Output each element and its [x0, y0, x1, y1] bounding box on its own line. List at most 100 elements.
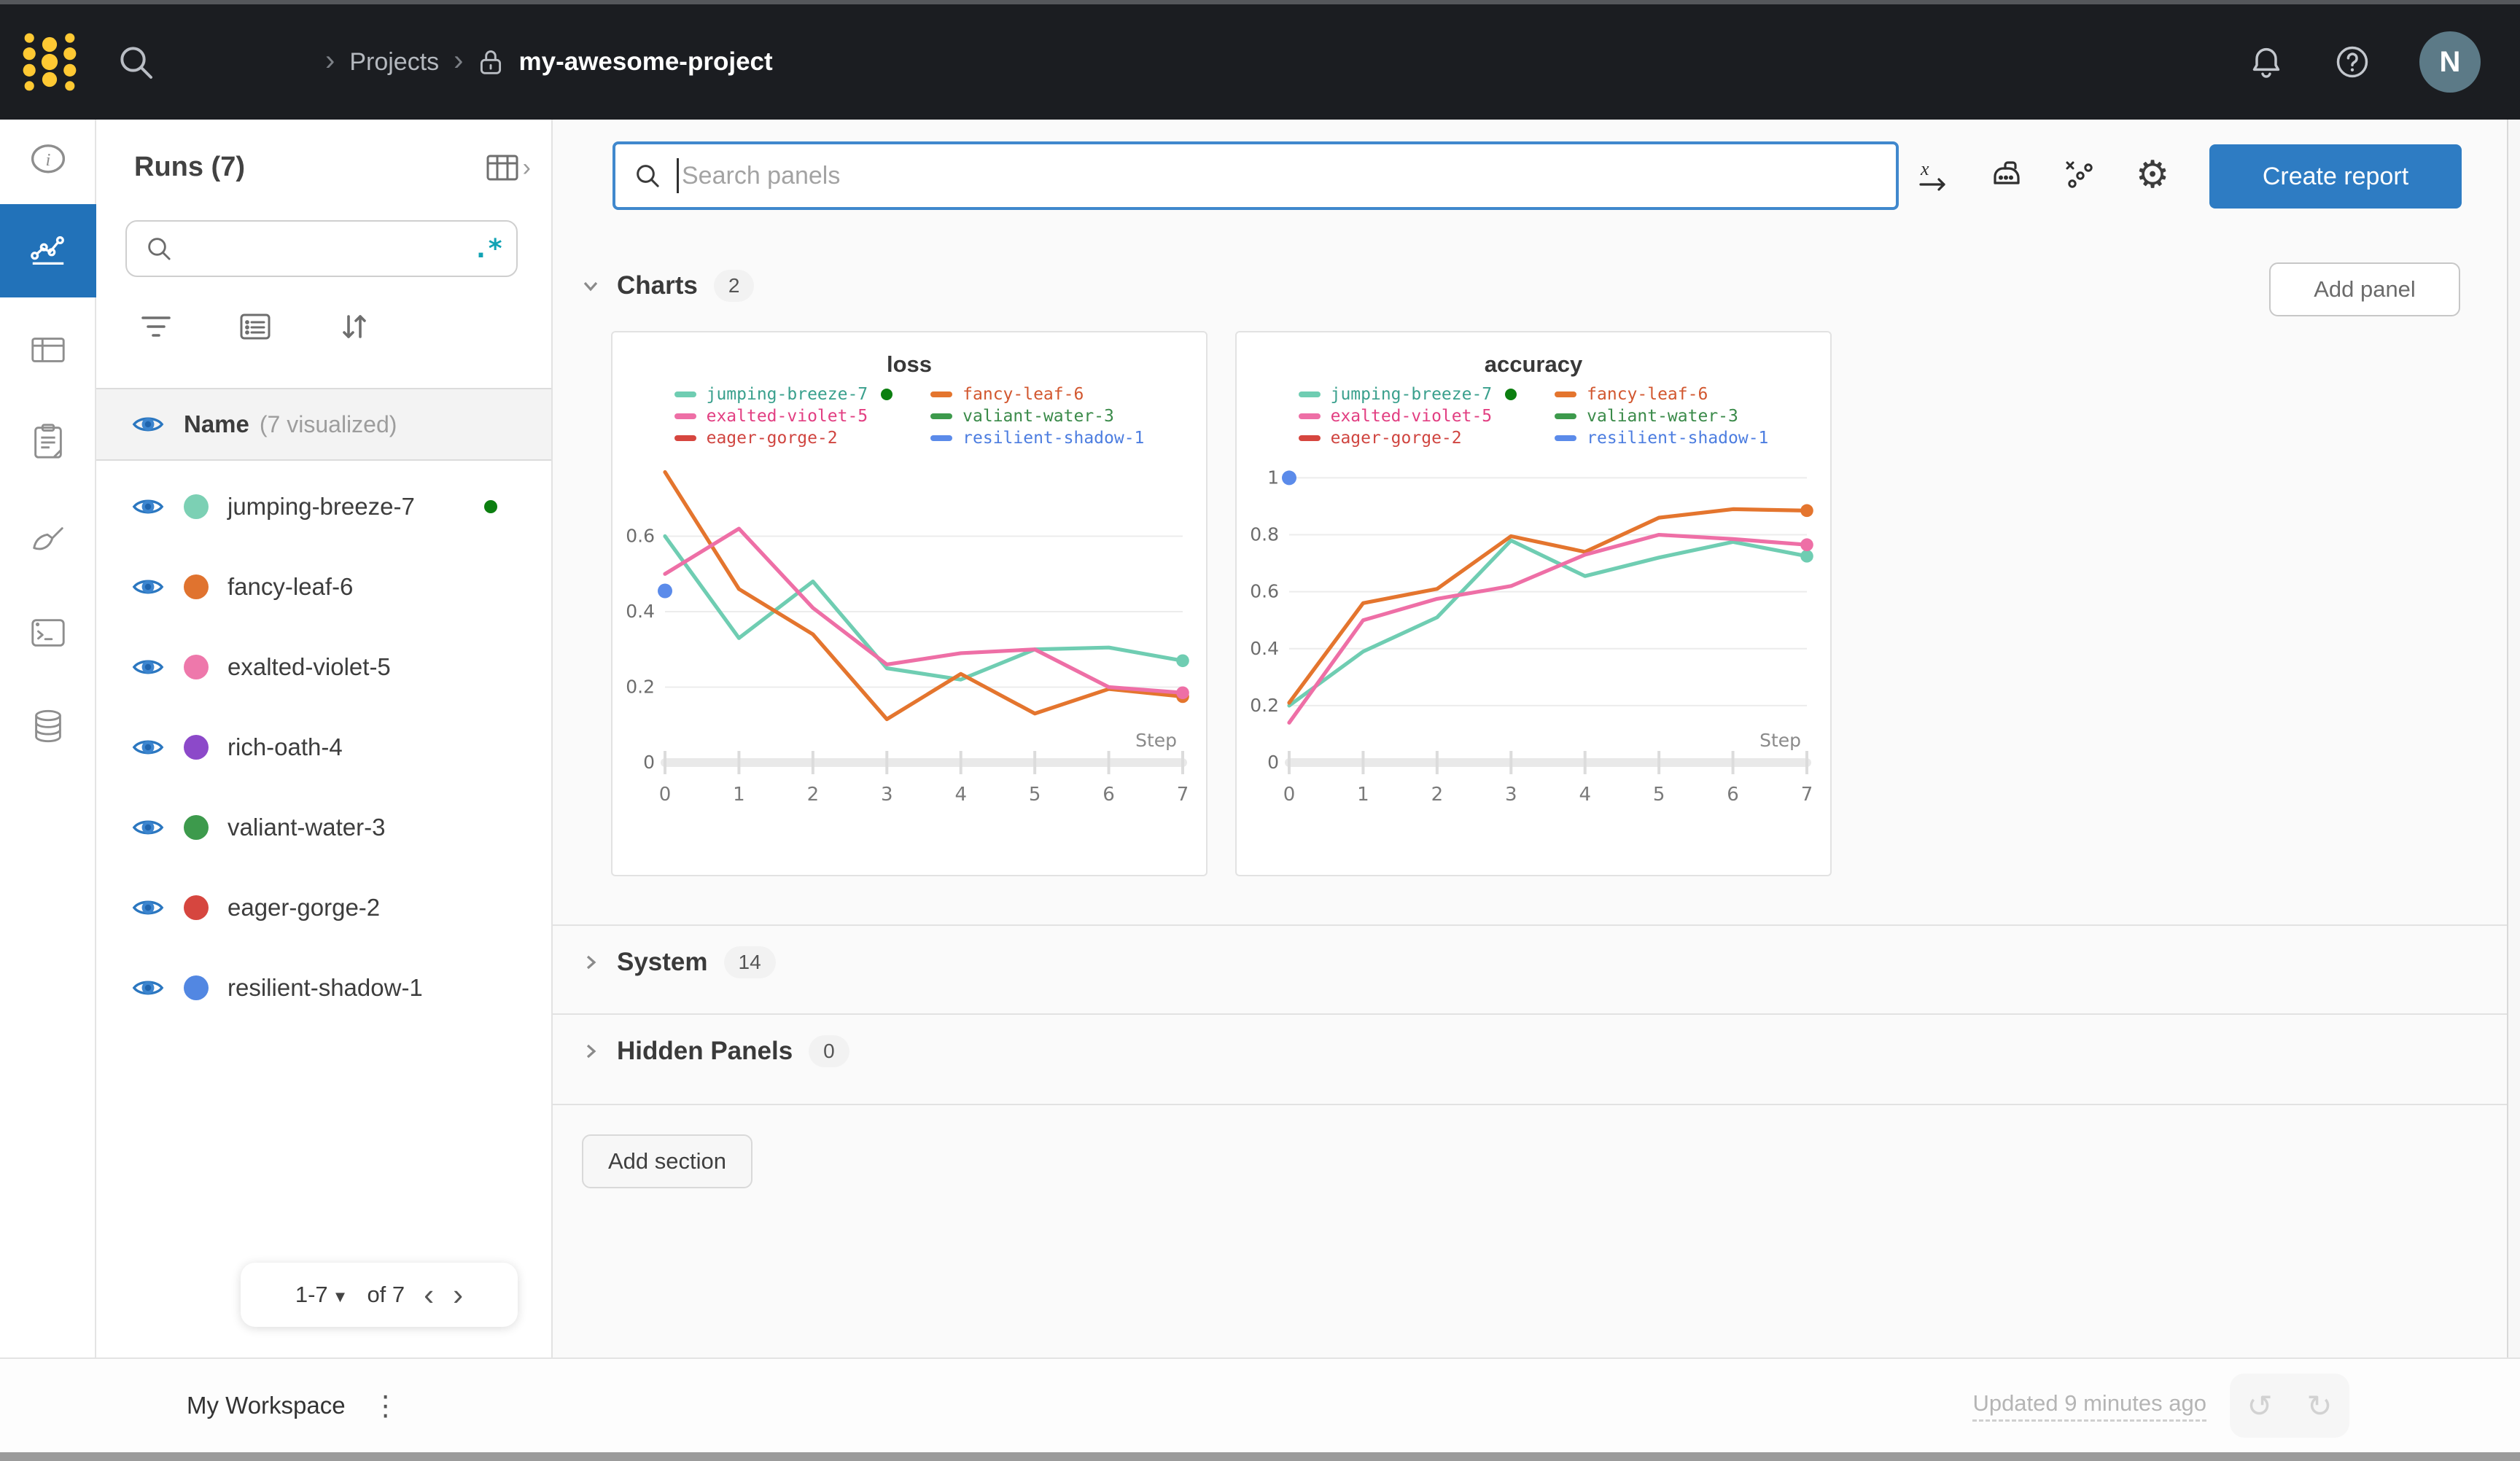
smoothing-iron-icon [1994, 161, 2020, 184]
undo-icon[interactable]: ↺ [2247, 1388, 2273, 1423]
legend-item: fancy-leaf-6 [930, 385, 1144, 404]
legend-item: valiant-water-3 [930, 407, 1144, 426]
avatar[interactable]: N [2419, 31, 2481, 93]
panel-search-input[interactable] [682, 161, 1878, 190]
breadcrumb-project-name[interactable]: my-awesome-project [518, 47, 773, 76]
section-count-badge: 0 [809, 1035, 849, 1067]
run-row[interactable]: exalted-violet-5 [96, 627, 551, 707]
run-list-name-header[interactable]: Name (7 visualized) [96, 388, 551, 461]
updated-timestamp: Updated 9 minutes ago [1972, 1390, 2206, 1422]
global-search-icon[interactable] [115, 42, 156, 82]
add-section-button[interactable]: Add section [582, 1134, 752, 1188]
visibility-eye-icon[interactable] [131, 976, 165, 1000]
visibility-eye-icon[interactable] [131, 413, 165, 436]
run-color-dot [184, 574, 209, 599]
legend-item: jumping-breeze-7 [1298, 385, 1517, 404]
run-color-dot [184, 735, 209, 760]
page-range-dropdown[interactable]: 1-7 ▼ [295, 1282, 349, 1307]
visibility-eye-icon[interactable] [131, 655, 165, 679]
legend-run-name: exalted-violet-5 [706, 407, 868, 426]
charts-section-header[interactable]: Charts 2 [580, 270, 755, 302]
redo-icon[interactable]: ↻ [2306, 1388, 2333, 1423]
open-runs-table-button[interactable]: › [485, 152, 531, 184]
system-section-header[interactable]: System 14 [580, 946, 776, 978]
run-row[interactable]: valiant-water-3 [96, 787, 551, 868]
accuracy-panel-card[interactable]: accuracy jumping-breeze-7 fancy-leaf-6 exa… [1235, 331, 1832, 876]
svg-text:Step: Step [1759, 730, 1801, 751]
filter-icon[interactable] [139, 309, 174, 344]
workspace-name[interactable]: My Workspace [187, 1392, 346, 1419]
legend-swatch [930, 435, 953, 441]
run-name[interactable]: valiant-water-3 [228, 814, 386, 841]
help-icon[interactable] [2333, 43, 2371, 81]
legend-swatch [1298, 391, 1321, 397]
legend-swatch [674, 391, 696, 397]
run-name[interactable]: exalted-violet-5 [228, 653, 391, 680]
lock-icon [481, 50, 502, 74]
svg-text:1: 1 [1357, 784, 1369, 806]
run-name[interactable]: jumping-breeze-7 [228, 493, 415, 520]
create-report-button[interactable]: Create report [2209, 144, 2462, 209]
loss-panel-card[interactable]: loss jumping-breeze-7 fancy-leaf-6 exalted… [611, 331, 1208, 876]
visibility-eye-icon[interactable] [131, 816, 165, 839]
legend-run-name: eager-gorge-2 [706, 429, 838, 448]
notifications-bell-icon[interactable] [2247, 43, 2285, 81]
runs-sidebar: Runs (7) › .* [96, 120, 553, 1357]
run-name[interactable]: fancy-leaf-6 [228, 573, 354, 600]
run-color-dot [184, 975, 209, 1000]
legend-item: exalted-violet-5 [674, 407, 893, 426]
svg-text:0.2: 0.2 [626, 677, 655, 698]
visibility-eye-icon[interactable] [131, 736, 165, 759]
run-row[interactable]: rich-oath-4 [96, 707, 551, 787]
visibility-eye-icon[interactable] [131, 495, 165, 518]
panel-search-box[interactable] [612, 141, 1899, 210]
run-row[interactable]: eager-gorge-2 [96, 868, 551, 948]
hidden-panels-section-header[interactable]: Hidden Panels 0 [580, 1035, 849, 1067]
rail-item-logs[interactable] [0, 401, 96, 483]
run-row[interactable]: fancy-leaf-6 [96, 547, 551, 627]
legend-item: exalted-violet-5 [1298, 407, 1517, 426]
wandb-logo-icon[interactable] [19, 27, 80, 97]
rail-item-sweeps[interactable] [0, 500, 96, 582]
x-axis-settings-button[interactable]: x [1908, 149, 1960, 201]
regex-toggle[interactable]: .* [472, 233, 503, 264]
sort-icon[interactable] [337, 309, 372, 344]
horizontal-scrollbar[interactable] [0, 1452, 2520, 1461]
svg-text:0.4: 0.4 [626, 601, 655, 622]
left-rail: i [0, 120, 96, 1357]
rail-item-overview[interactable]: i [0, 120, 96, 201]
rail-item-terminal[interactable] [0, 592, 96, 674]
run-name[interactable]: resilient-shadow-1 [228, 974, 423, 1001]
chart-legend: jumping-breeze-7 fancy-leaf-6 exalted-viol… [612, 385, 1206, 448]
visibility-eye-icon[interactable] [131, 896, 165, 919]
rail-item-workspace-selected[interactable] [0, 204, 96, 297]
visibility-eye-icon[interactable] [131, 575, 165, 599]
legend-run-name: jumping-breeze-7 [706, 385, 868, 404]
settings-button[interactable]: ⚙ [2126, 149, 2179, 201]
run-search-input[interactable] [174, 236, 473, 261]
run-row[interactable]: jumping-breeze-7 [96, 467, 551, 547]
run-row[interactable]: resilient-shadow-1 [96, 948, 551, 1028]
legend-item: eager-gorge-2 [674, 429, 893, 448]
prev-page-button[interactable]: ‹ [424, 1277, 435, 1312]
legend-run-name: jumping-breeze-7 [1330, 385, 1493, 404]
body: i [0, 120, 2520, 1357]
rail-item-artifacts[interactable] [0, 685, 96, 767]
svg-text:7: 7 [1177, 784, 1189, 806]
group-list-icon[interactable] [238, 309, 273, 344]
next-page-button[interactable]: › [453, 1277, 464, 1312]
add-panel-button[interactable]: Add panel [2269, 262, 2460, 316]
smoothing-button[interactable] [1980, 149, 2033, 201]
svg-text:6: 6 [1102, 784, 1115, 806]
svg-text:1: 1 [733, 784, 745, 806]
outliers-button[interactable] [2053, 149, 2106, 201]
kebab-menu-icon[interactable]: ⋮ [371, 1390, 400, 1422]
run-name[interactable]: eager-gorge-2 [228, 894, 381, 921]
run-search-box[interactable]: .* [125, 220, 518, 277]
run-name[interactable]: rich-oath-4 [228, 733, 343, 760]
rail-item-runs-table[interactable] [0, 309, 96, 391]
vertical-scrollbar[interactable] [2507, 120, 2520, 1357]
legend-item: resilient-shadow-1 [1555, 429, 1768, 448]
breadcrumb-projects-link[interactable]: Projects [349, 47, 440, 76]
run-list-controls [139, 309, 372, 344]
